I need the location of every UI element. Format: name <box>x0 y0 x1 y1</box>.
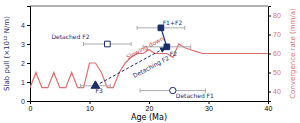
x-axis-title: Age (Ma) <box>131 113 167 122</box>
tick: 3 <box>21 41 30 48</box>
tick-label: 2 <box>21 60 25 67</box>
tick: 50 <box>268 69 281 76</box>
tick-mark <box>27 44 30 45</box>
tick: 1 <box>21 79 30 86</box>
line <box>30 44 268 88</box>
tick-label: 20 <box>146 105 154 112</box>
marks <box>30 25 268 94</box>
y2-axis-title: Convergence rate (mm/a) <box>289 8 297 99</box>
error-bar <box>137 26 185 30</box>
tick: 70 <box>268 31 281 38</box>
axis-line <box>31 102 269 105</box>
y-axis-title: Slab pull (×10¹² N/m) <box>3 16 11 91</box>
tick-label: 40 <box>265 105 273 112</box>
plot: 0 10 20 30 40 0 1 2 3 4 40 50 60 70 80 F3 Detached F2 F2 F… <box>21 6 281 112</box>
axis-line <box>269 7 272 102</box>
tick-mark <box>268 16 271 17</box>
x-axis: 0 10 20 30 40 <box>29 101 273 112</box>
tick-mark <box>268 92 271 93</box>
y-axis: 0 1 2 3 4 <box>21 7 30 105</box>
tick-label: 3 <box>21 41 25 48</box>
tick: 0 <box>21 98 30 105</box>
tick: 60 <box>268 50 281 57</box>
point-label: F2 <box>170 50 177 57</box>
tick-label: 70 <box>273 31 281 38</box>
tick-label: 0 <box>29 105 33 112</box>
y2-axis: 40 50 60 70 80 <box>268 7 281 102</box>
axis-line <box>27 7 31 102</box>
tick-label: 60 <box>273 50 281 57</box>
tick: 10 <box>86 101 94 112</box>
tick-mark <box>27 82 30 83</box>
point-label: Detached F1 <box>176 92 214 99</box>
point-label: F3 <box>95 87 102 94</box>
tick: 4 <box>21 22 30 29</box>
tick-label: 80 <box>273 12 281 19</box>
tick-label: 4 <box>21 22 25 29</box>
tick-mark <box>27 25 30 26</box>
tick: 20 <box>146 101 154 112</box>
annotation: Detaching F2 <box>132 54 171 80</box>
tick-label: 40 <box>273 88 281 95</box>
tick: 40 <box>265 101 273 112</box>
tick-mark <box>27 63 30 64</box>
tick: 40 <box>268 88 281 95</box>
point <box>105 41 111 47</box>
tick: 0 <box>29 101 33 112</box>
point-label: F1+F2 <box>163 19 183 26</box>
tick-label: 10 <box>86 105 94 112</box>
tick-label: 50 <box>273 69 281 76</box>
frame <box>30 6 268 7</box>
tick-mark <box>149 101 150 104</box>
chart: 0 10 20 30 40 0 1 2 3 4 40 50 60 70 80 F3 Detached F2 F2 F… <box>0 0 300 123</box>
tick-label: 30 <box>205 105 213 112</box>
tick: 2 <box>21 60 30 67</box>
tick: 30 <box>205 101 213 112</box>
tick-mark <box>209 101 210 104</box>
tick-label: 1 <box>21 79 25 86</box>
tick-mark <box>268 35 271 36</box>
tick-mark <box>268 73 271 74</box>
tick-mark <box>268 54 271 55</box>
tick: 80 <box>268 12 281 19</box>
annotations: F3Detached F2F2F1+F2Detached F1Slowing d… <box>51 19 214 99</box>
tick-label: 0 <box>21 98 25 105</box>
tick-mark <box>27 101 30 102</box>
tick-mark <box>90 101 91 104</box>
error-bar <box>84 42 132 46</box>
point-label: Detached F2 <box>51 33 89 40</box>
